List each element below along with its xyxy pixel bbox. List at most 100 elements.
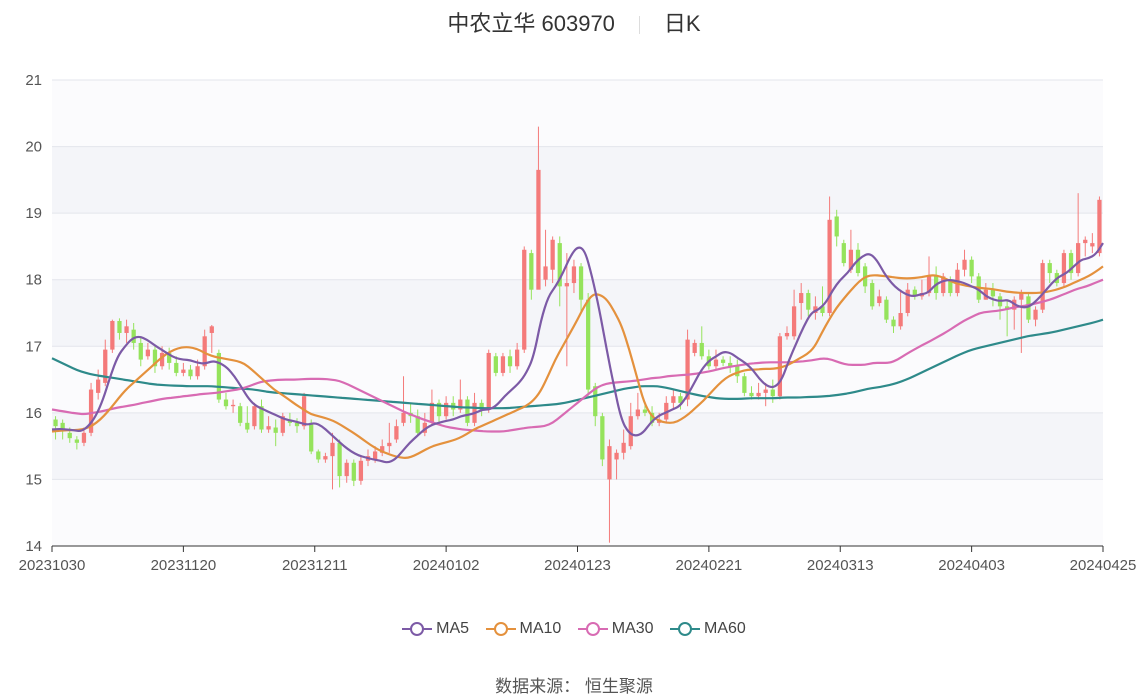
legend-ma30-marker [577, 621, 608, 636]
legend-ma10-marker [485, 621, 516, 636]
candle-body [1097, 199, 1102, 254]
x-tick-label: 20240403 [938, 557, 1005, 574]
candle-body [280, 416, 285, 433]
candle-body [770, 389, 775, 397]
candle-body [749, 392, 754, 397]
candle-body [536, 169, 541, 290]
grid-band [52, 479, 1103, 546]
y-tick-label: 17 [25, 338, 42, 355]
grid-band [52, 80, 1103, 147]
candle-body [969, 259, 974, 277]
candle-body [216, 352, 222, 400]
candle-body [628, 416, 633, 447]
candle-body [877, 296, 882, 304]
candle-body [713, 359, 719, 367]
candle-body [209, 326, 214, 333]
candle-body [401, 412, 406, 423]
candle-body [614, 452, 619, 460]
candle-body [188, 369, 193, 377]
candle-body [699, 342, 704, 357]
candle-body [507, 356, 513, 367]
ma60-line [51, 318, 1104, 410]
candle-body [799, 293, 804, 304]
legend-label-ma60: MA60 [704, 620, 746, 637]
candle-body [692, 342, 697, 353]
candle-body [813, 306, 818, 313]
candle-body [671, 396, 676, 403]
candle-body [273, 427, 278, 433]
y-tick-label: 19 [25, 205, 42, 222]
candle-body [1026, 296, 1031, 320]
candle-body [415, 416, 420, 433]
candle-body [81, 432, 87, 443]
candle-body [543, 266, 548, 280]
candle-body [309, 422, 314, 452]
candle-body [181, 369, 186, 373]
candle-body [60, 422, 65, 432]
candle-body [323, 456, 328, 460]
candle-body [898, 313, 903, 327]
candle-body [635, 409, 640, 417]
candle-body [458, 399, 463, 410]
legend-item-ma5[interactable]: MA5 [402, 620, 469, 638]
candle-body [245, 422, 250, 430]
candle-body [358, 460, 364, 481]
candle-body [53, 419, 58, 427]
ma30-line [51, 278, 1104, 433]
candle-body [1083, 239, 1088, 244]
y-tick-label: 15 [25, 471, 42, 488]
candle-body [834, 216, 839, 237]
legend-item-ma10[interactable]: MA10 [485, 620, 561, 638]
candle-body [820, 306, 825, 313]
candle-body [685, 339, 690, 400]
legend-label-ma5: MA5 [436, 620, 470, 637]
candle-body [600, 416, 605, 460]
candle-body [103, 349, 108, 383]
candle-body [990, 289, 996, 297]
candle-body [238, 406, 243, 423]
legend: MA5 MA10 MA30 MA60 [0, 620, 1148, 638]
candle-body [941, 276, 946, 294]
candle-body [678, 396, 683, 403]
candle-body [515, 349, 520, 367]
ma5-line [51, 242, 1104, 464]
candle-body [735, 366, 740, 377]
candle-body [870, 283, 875, 307]
candle-body [380, 446, 385, 453]
candle-body [791, 306, 797, 337]
candle-body [586, 299, 591, 390]
legend-item-ma60[interactable]: MA60 [670, 620, 746, 638]
candle-body [195, 366, 200, 377]
candle-body [202, 336, 207, 367]
candle-body [96, 379, 101, 393]
candle-body [145, 349, 150, 357]
candle-body [124, 326, 129, 333]
candle-body [174, 362, 179, 373]
candle-body [1076, 243, 1081, 274]
candle-body [728, 362, 733, 367]
candle-body [571, 266, 577, 284]
legend-item-ma30[interactable]: MA30 [577, 620, 654, 638]
candle-body [252, 406, 257, 427]
x-tick-label: 20231030 [19, 557, 86, 574]
candle-body [230, 404, 236, 407]
x-tick-label: 20240123 [544, 557, 611, 574]
y-tick-label: 21 [25, 72, 42, 89]
candle-body [578, 266, 584, 300]
candle-body [1090, 243, 1095, 247]
legend-ma60-marker [670, 621, 701, 636]
legend-label-ma30: MA30 [611, 620, 654, 637]
candle-body [1061, 253, 1067, 284]
candle-body [827, 219, 832, 313]
candle-body [138, 342, 143, 360]
candle-body [500, 356, 506, 373]
stock-name: 中农立华 603970 [447, 11, 615, 36]
y-tick-label: 16 [25, 405, 42, 422]
candle-body [301, 396, 307, 427]
candle-body [1033, 309, 1038, 320]
candle-body [1019, 293, 1024, 300]
candle-body [550, 239, 555, 270]
candle-body [1068, 253, 1074, 274]
candle-body [557, 243, 562, 287]
candle-body [948, 279, 953, 294]
